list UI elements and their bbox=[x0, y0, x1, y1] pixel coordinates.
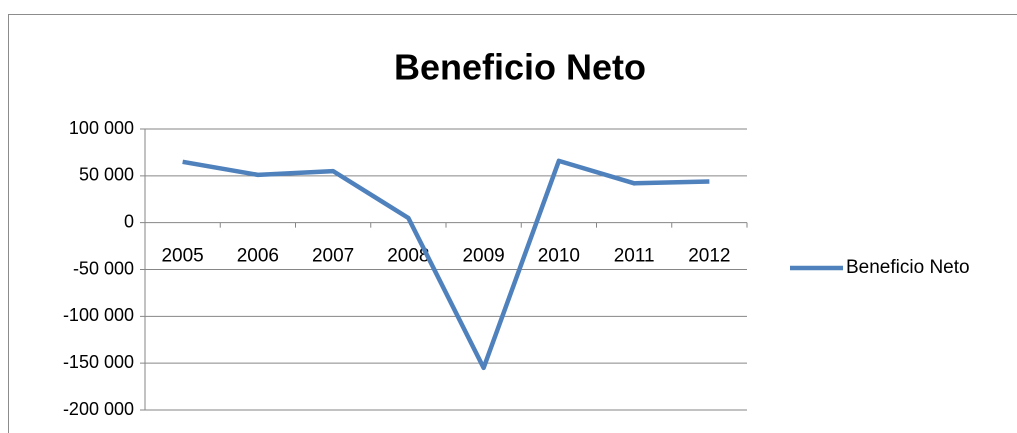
x-tick-label: 2007 bbox=[312, 246, 354, 267]
y-tick-label: 0 bbox=[124, 211, 134, 231]
y-tick-label: -200 000 bbox=[63, 399, 134, 419]
x-tick-label: 2009 bbox=[462, 246, 504, 267]
x-tick-label: 2010 bbox=[538, 246, 580, 267]
y-tick-label: 100 000 bbox=[69, 118, 134, 138]
y-tick-label: 50 000 bbox=[79, 165, 134, 185]
data-line bbox=[182, 158, 710, 371]
x-tick-label: 2006 bbox=[237, 246, 279, 267]
y-tick-label: -150 000 bbox=[63, 352, 134, 372]
x-tick-label: 2011 bbox=[614, 246, 655, 267]
legend-label: Beneficio Neto bbox=[846, 257, 970, 278]
chart-title: Beneficio Neto bbox=[394, 47, 646, 88]
x-tick-label: 2005 bbox=[161, 246, 203, 267]
x-tick-label: 2008 bbox=[387, 246, 429, 267]
y-tick-label: -50 000 bbox=[73, 258, 134, 278]
y-tick-label: -100 000 bbox=[63, 305, 134, 325]
x-tick-label: 2012 bbox=[688, 246, 730, 267]
